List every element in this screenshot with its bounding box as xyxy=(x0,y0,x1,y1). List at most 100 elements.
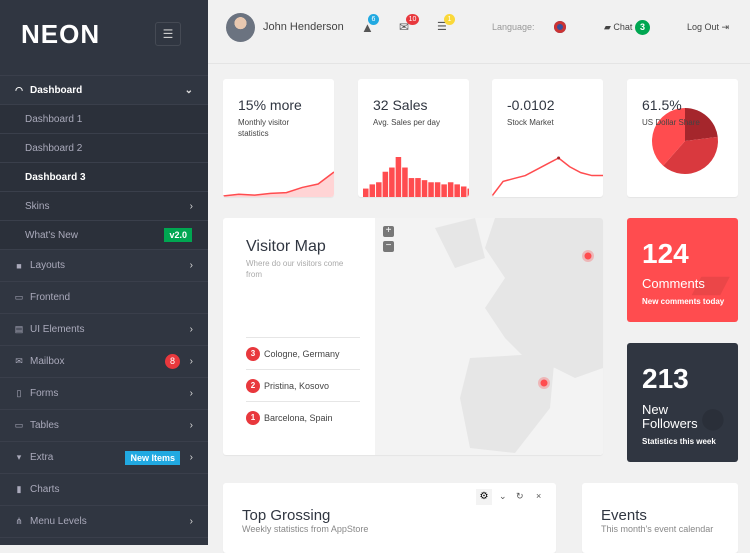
uk-flag-icon[interactable] xyxy=(554,21,566,33)
comments-tile: ▰ 124 Comments New comments today xyxy=(627,218,738,322)
chat-label: Chat xyxy=(613,22,633,32)
tile-label: New Followers xyxy=(642,402,698,431)
top-header: John Henderson ▲ 6 ✉ 10 ☰ 1 Language: ▰ Cha… xyxy=(208,0,750,64)
location-name: Barcelona, Spain xyxy=(264,412,333,423)
top-grossing-panel: Top Grossing Weekly statistics from AppS… xyxy=(223,483,556,553)
comment-icon: ▰ xyxy=(691,254,730,310)
chevron-right-icon: › xyxy=(189,452,193,463)
mail-count-badge: 8 xyxy=(165,354,180,369)
logo[interactable]: NEON xyxy=(21,19,101,49)
location-name: Cologne, Germany xyxy=(264,348,340,359)
bar xyxy=(415,178,421,197)
chevron-down-icon: ⌄ xyxy=(184,84,193,96)
avatar[interactable] xyxy=(226,13,255,42)
logout-icon: ⇥ xyxy=(721,22,730,32)
tile-sub: Statistics this week xyxy=(642,437,716,446)
map-area[interactable]: + − xyxy=(375,218,603,455)
stat-label: Avg. Sales per day xyxy=(373,118,441,127)
sidebar-item-extra[interactable]: ▾ Extra New Items › xyxy=(0,442,208,474)
stat-card-sales: 32 Sales Avg. Sales per day xyxy=(358,79,469,197)
sidebar-item-dashboard-3[interactable]: Dashboard 3 xyxy=(0,163,208,192)
label: Forms xyxy=(30,388,59,399)
stat-card-visitors: 15% more Monthly visitor statistics xyxy=(223,79,334,197)
label: Tables xyxy=(30,420,59,431)
user-name[interactable]: John Henderson xyxy=(263,21,344,33)
sidebar-item-forms[interactable]: ▯ Forms › xyxy=(0,378,208,410)
bar xyxy=(454,184,460,197)
sidebar-item-tables[interactable]: ▭ Tables › xyxy=(0,410,208,442)
tasks-badge: 1 xyxy=(444,14,455,25)
sidebar-item-menu-levels[interactable]: ⋔ Menu Levels › xyxy=(0,506,208,538)
chat-button[interactable]: ▰ Chat 3 xyxy=(604,20,650,35)
sidebar: NEON ☰ ◠ Dashboard ⌄ Dashboard 1 Dashboard… xyxy=(0,0,208,545)
sitemap-icon: ⋔ xyxy=(15,516,23,526)
table-icon: ▭ xyxy=(14,420,24,430)
sidebar-item-dashboard-2[interactable]: Dashboard 2 xyxy=(0,134,208,163)
label: UI Elements xyxy=(30,324,85,335)
rank-badge: 3 xyxy=(246,346,260,361)
location-item[interactable]: 3 Cologne, Germany xyxy=(246,337,360,369)
label: Dashboard 2 xyxy=(25,142,83,154)
zoom-in-button[interactable]: + xyxy=(383,226,394,237)
panel-title: Top Grossing xyxy=(242,507,331,524)
sidebar-item-skins[interactable]: Skins › xyxy=(0,192,208,221)
close-icon[interactable]: × xyxy=(536,491,542,501)
sidebar-item-layouts[interactable]: ■ Layouts › xyxy=(0,250,208,282)
pie-slice xyxy=(663,136,718,174)
sidebar-item-dashboard-1[interactable]: Dashboard 1 xyxy=(0,105,208,134)
chevron-right-icon: › xyxy=(189,260,193,271)
stat-label: Stock Market xyxy=(507,118,554,127)
map-subtitle: Where do our visitors come from xyxy=(246,259,344,279)
sidebar-item-dashboard[interactable]: ◠ Dashboard ⌄ xyxy=(0,76,208,105)
mail-icon[interactable]: ✉ 10 xyxy=(399,14,419,34)
panel-subtitle: This month's event calendar xyxy=(601,524,714,534)
sidebar-item-charts[interactable]: ▮ Charts xyxy=(0,474,208,506)
sidebar-item-mailbox[interactable]: ✉ Mailbox 8 › xyxy=(0,346,208,378)
location-item[interactable]: 2 Pristina, Kosovo xyxy=(246,369,360,401)
label: Frontend xyxy=(30,292,71,303)
reload-icon[interactable]: ↻ xyxy=(516,491,524,501)
collapse-icon[interactable]: ⌄ xyxy=(499,491,507,501)
zoom-out-button[interactable]: − xyxy=(383,241,394,252)
tasks-icon[interactable]: ☰ 1 xyxy=(437,14,455,33)
chevron-right-icon: › xyxy=(189,324,193,335)
sidebar-item-frontend[interactable]: ▭ Frontend xyxy=(0,282,208,314)
label: Dashboard 1 xyxy=(25,113,83,125)
bar xyxy=(421,180,428,197)
chevron-right-icon: › xyxy=(189,388,193,399)
events-panel: Events This month's event calendar xyxy=(582,483,738,553)
bar-chart-icon: ▮ xyxy=(16,484,22,494)
form-icon: ▯ xyxy=(16,388,22,398)
bar xyxy=(363,188,369,197)
bar xyxy=(428,182,434,197)
tile-value: 213 xyxy=(642,363,689,394)
grid-icon: ■ xyxy=(16,260,22,271)
rank-badge: 1 xyxy=(246,410,260,425)
settings-icon[interactable]: ⚙ xyxy=(476,489,492,505)
bar xyxy=(389,167,395,197)
label: What's New xyxy=(25,229,79,241)
gauge-icon: ◠ xyxy=(15,84,23,95)
logout-button[interactable]: Log Out ⇥ xyxy=(687,22,729,33)
stat-label: US Dollar Share xyxy=(642,118,700,127)
mail-icon: ✉ xyxy=(15,356,23,366)
followers-tile: ● 213 New Followers Statistics this week xyxy=(627,343,738,462)
sidebar-item-ui-elements[interactable]: ▤ UI Elements › xyxy=(0,314,208,346)
pie-slice xyxy=(652,108,685,166)
hamburger-icon[interactable]: ☰ xyxy=(155,22,181,46)
sales-bar-chart xyxy=(363,157,469,197)
bar xyxy=(382,171,389,197)
location-item[interactable]: 1 Barcelona, Spain xyxy=(246,401,360,433)
stat-label: Monthly visitor statistics xyxy=(238,118,290,138)
bar xyxy=(434,182,441,197)
bar xyxy=(408,178,415,197)
label: Extra xyxy=(30,452,54,463)
bar xyxy=(369,184,376,197)
stat-card-stock: -0.0102 Stock Market xyxy=(492,79,603,197)
layout-icon: ▤ xyxy=(14,324,24,334)
chat-icon: ▰ xyxy=(604,22,614,32)
label: Mailbox xyxy=(30,356,65,367)
tile-label: Comments xyxy=(642,276,705,291)
sidebar-item-whats-new[interactable]: What's New v2.0 xyxy=(0,221,208,250)
alert-icon[interactable]: ▲ 6 xyxy=(361,14,379,35)
